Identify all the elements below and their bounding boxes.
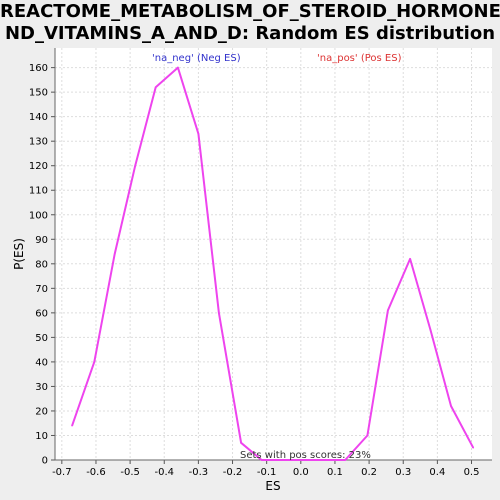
chart-title-line-2: ND_VITAMINS_A_AND_D: Random ES distribut…: [4, 23, 496, 44]
x-tick-label: 0.2: [361, 467, 377, 478]
data-point: [134, 164, 137, 167]
data-point: [450, 405, 452, 407]
pos-scores-note: Sets with pos scores: 23%: [240, 450, 371, 461]
data-point: [429, 329, 432, 331]
y-tick-label: 60: [35, 308, 48, 319]
data-point: [344, 459, 346, 461]
y-tick-label: 10: [35, 431, 48, 442]
x-tick-label: -0.7: [52, 467, 72, 478]
series-line: [71, 66, 475, 461]
grid: [55, 48, 492, 461]
x-tick-label: -0.4: [154, 467, 174, 478]
y-tick-label: 140: [29, 112, 48, 123]
chart-title: REACTOME_METABOLISM_OF_STEROID_HORMONES_…: [0, 1, 500, 45]
data-point: [301, 459, 304, 461]
x-tick-label: -0.3: [189, 467, 209, 478]
x-axis-label: ES: [265, 479, 280, 493]
data-point: [177, 66, 179, 69]
y-tick-label: 50: [35, 333, 48, 344]
data-point: [323, 459, 326, 461]
chart-title-line-1: REACTOME_METABOLISM_OF_STEROID_HORMONES_…: [0, 1, 500, 22]
x-tick-label: -0.5: [120, 467, 140, 478]
x-tick-label: 0.3: [395, 467, 411, 478]
legend-neg: 'na_neg' (Neg ES): [152, 53, 241, 64]
data-point: [281, 459, 283, 461]
data-point: [472, 446, 475, 449]
x-tick-label: 0.4: [429, 467, 445, 478]
data-point: [366, 434, 369, 437]
data-point: [93, 361, 96, 363]
y-axis-label: P(ES): [12, 238, 26, 270]
y-tick-label: 160: [29, 63, 48, 74]
x-tick-label: 0.1: [327, 467, 343, 478]
y-tick-label: 130: [29, 137, 48, 148]
y-tick-label: 150: [29, 88, 48, 99]
data-point: [240, 442, 242, 444]
data-point: [113, 253, 116, 255]
y-tick-label: 40: [35, 357, 48, 368]
y-tick-label: 30: [35, 382, 48, 393]
y-tick-label: 100: [29, 210, 48, 221]
data-point: [197, 133, 200, 135]
y-tick-label: 70: [35, 284, 48, 295]
data-point: [409, 258, 411, 260]
y-tick-label: 90: [35, 235, 48, 246]
y-tick-label: 80: [35, 259, 48, 270]
x-tick-label: 0.5: [464, 467, 480, 478]
data-point: [260, 459, 263, 461]
y-tick-label: 20: [35, 406, 48, 417]
series: [71, 66, 475, 461]
legend-pos: 'na_pos' (Pos ES): [317, 53, 402, 64]
data-point: [71, 424, 73, 427]
data-point: [218, 312, 220, 314]
y-tick-label: 110: [29, 186, 48, 197]
plot-area: [55, 48, 492, 460]
x-tick-label: -0.6: [86, 467, 106, 478]
x-tick-label: -0.1: [257, 467, 277, 478]
data-point: [154, 86, 157, 89]
data-point: [387, 309, 389, 312]
x-tick-label: 0.0: [293, 467, 309, 478]
y-tick-label: 120: [29, 161, 48, 172]
y-tick-label: 0: [42, 456, 48, 467]
x-tick-label: -0.2: [223, 467, 243, 478]
